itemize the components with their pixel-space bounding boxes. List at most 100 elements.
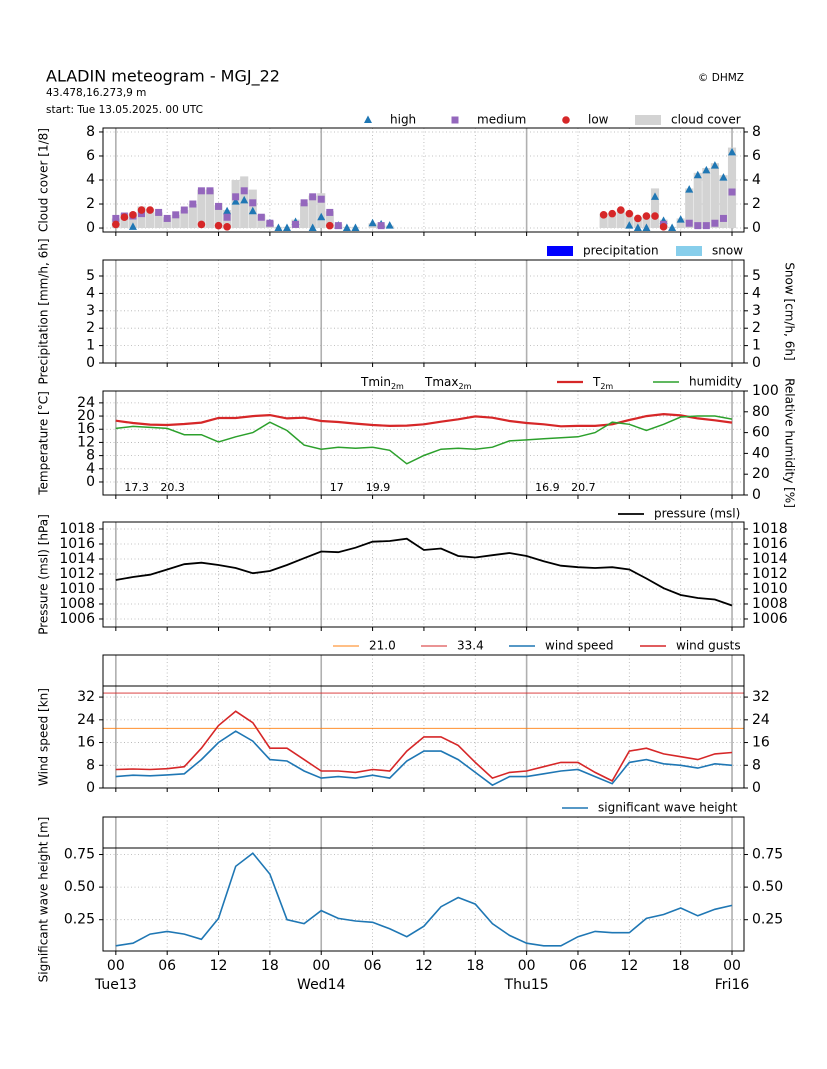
bar <box>300 202 309 229</box>
cloud-marker <box>317 212 326 221</box>
y-tick-label: 0 <box>86 474 95 490</box>
y-tick-label: 1014 <box>752 551 788 567</box>
cloud-marker <box>728 188 736 196</box>
y-tick-label: 1008 <box>752 596 788 612</box>
tmin-value: 17.3 <box>124 481 149 494</box>
cloud-marker <box>231 197 240 205</box>
y-tick-label: 1 <box>86 338 95 354</box>
y-tick-label: 8 <box>86 448 95 464</box>
y-axis-label: Cloud cover [1/8] <box>37 128 51 232</box>
bar <box>171 214 180 229</box>
y-axis-label: Wind speed [kn] <box>37 688 51 786</box>
legend-text: low <box>588 113 609 127</box>
y-axis-label: Precipitation [mm/h, 6h] <box>37 238 51 384</box>
cloud-marker <box>702 165 711 174</box>
cloud-marker <box>642 223 651 232</box>
start-time: start: Tue 13.05.2025. 00 UTC <box>46 104 203 116</box>
cloud-marker <box>308 223 317 232</box>
legend-text: 33.4 <box>457 639 484 653</box>
series-line <box>115 730 733 787</box>
cloud-marker <box>300 199 308 207</box>
bar <box>693 172 702 229</box>
y-tick-label: 4 <box>86 285 95 301</box>
cloud-marker <box>368 218 377 227</box>
cloud-marker <box>240 195 249 204</box>
cloud-marker <box>694 222 702 230</box>
y-tick-label: 2 <box>86 196 95 212</box>
cloud-marker <box>189 200 197 208</box>
y-tick-label: 1018 <box>752 521 788 537</box>
legend-text: pressure (msl) <box>654 507 740 521</box>
cloud-marker <box>659 223 668 231</box>
y-tick-label: 1010 <box>752 581 788 597</box>
y-tick-label: 0 <box>752 355 761 371</box>
legend-text: humidity <box>689 375 742 389</box>
cloud-marker <box>112 214 120 222</box>
y-tick-label: 0.25 <box>64 912 95 928</box>
tmin-value: 17 <box>330 481 344 494</box>
y-tick-label: 6 <box>86 148 95 164</box>
y-tick-label: 24 <box>752 712 770 728</box>
cloud-marker <box>599 211 608 219</box>
x-tick-label: 00 <box>312 958 330 974</box>
bar <box>257 214 266 229</box>
cloud-marker <box>223 223 231 231</box>
y-tick-label: 0 <box>86 220 95 236</box>
cloud-marker <box>155 208 163 216</box>
y-tick-label: 32 <box>77 689 95 705</box>
y-tick-label: 0 <box>86 780 95 796</box>
x-tick-label: 06 <box>364 958 382 974</box>
legend-label-main: Tmax <box>424 375 458 389</box>
legend-text-sub: 2m <box>600 382 613 391</box>
cloud-marker <box>274 223 283 232</box>
y-tick-label: 0.75 <box>64 847 95 863</box>
panel-frame <box>102 654 745 789</box>
legend-swatch <box>562 116 570 124</box>
y-tick-label: 1012 <box>59 566 95 582</box>
y-tick-label: 4 <box>752 285 761 301</box>
y-tick-label: 1016 <box>59 536 95 552</box>
cloud-marker <box>163 214 171 222</box>
cloud-marker <box>215 202 223 210</box>
y-tick-label: 1008 <box>59 596 95 612</box>
bar <box>188 204 197 229</box>
y-tick-label: 4 <box>86 461 95 477</box>
cloud-marker <box>351 223 360 232</box>
cloud-marker <box>685 219 693 227</box>
panel-frame <box>102 521 745 628</box>
bar <box>676 218 685 229</box>
legend-label: Tmax2m <box>424 375 472 392</box>
bar <box>633 217 642 229</box>
cloud-marker <box>719 214 727 222</box>
cloud-marker <box>257 213 265 221</box>
legend-text: 21.0 <box>369 639 396 653</box>
cloud-marker <box>625 209 634 218</box>
x-tick-label: 18 <box>672 958 690 974</box>
y-tick-label: 1006 <box>752 611 788 627</box>
y-tick-label: 40 <box>752 445 770 461</box>
cloud-marker <box>129 211 137 219</box>
cloud-marker <box>128 222 137 230</box>
y-tick-label: 0.50 <box>64 879 95 895</box>
cloud-marker <box>676 215 685 223</box>
y-tick-label: 100 <box>752 383 779 399</box>
y-tick-label: 16 <box>752 735 770 751</box>
y-tick-label: 2 <box>86 320 95 336</box>
cloud-marker <box>223 213 231 221</box>
y-tick-label: 1016 <box>752 536 788 552</box>
bar <box>146 208 155 229</box>
bar <box>137 206 146 229</box>
panel-frame <box>102 816 745 952</box>
y-tick-label: 5 <box>86 268 95 284</box>
bar <box>702 167 711 229</box>
cloud-marker <box>719 173 728 181</box>
legend-swatch <box>676 246 702 256</box>
y-tick-label: 20 <box>77 408 95 424</box>
cloud-marker <box>137 206 146 214</box>
cloud-marker <box>146 206 154 214</box>
x-tick-label: 06 <box>158 958 176 974</box>
cloud-marker <box>240 187 248 195</box>
bar <box>608 212 617 229</box>
x-tick-label: 12 <box>210 958 228 974</box>
